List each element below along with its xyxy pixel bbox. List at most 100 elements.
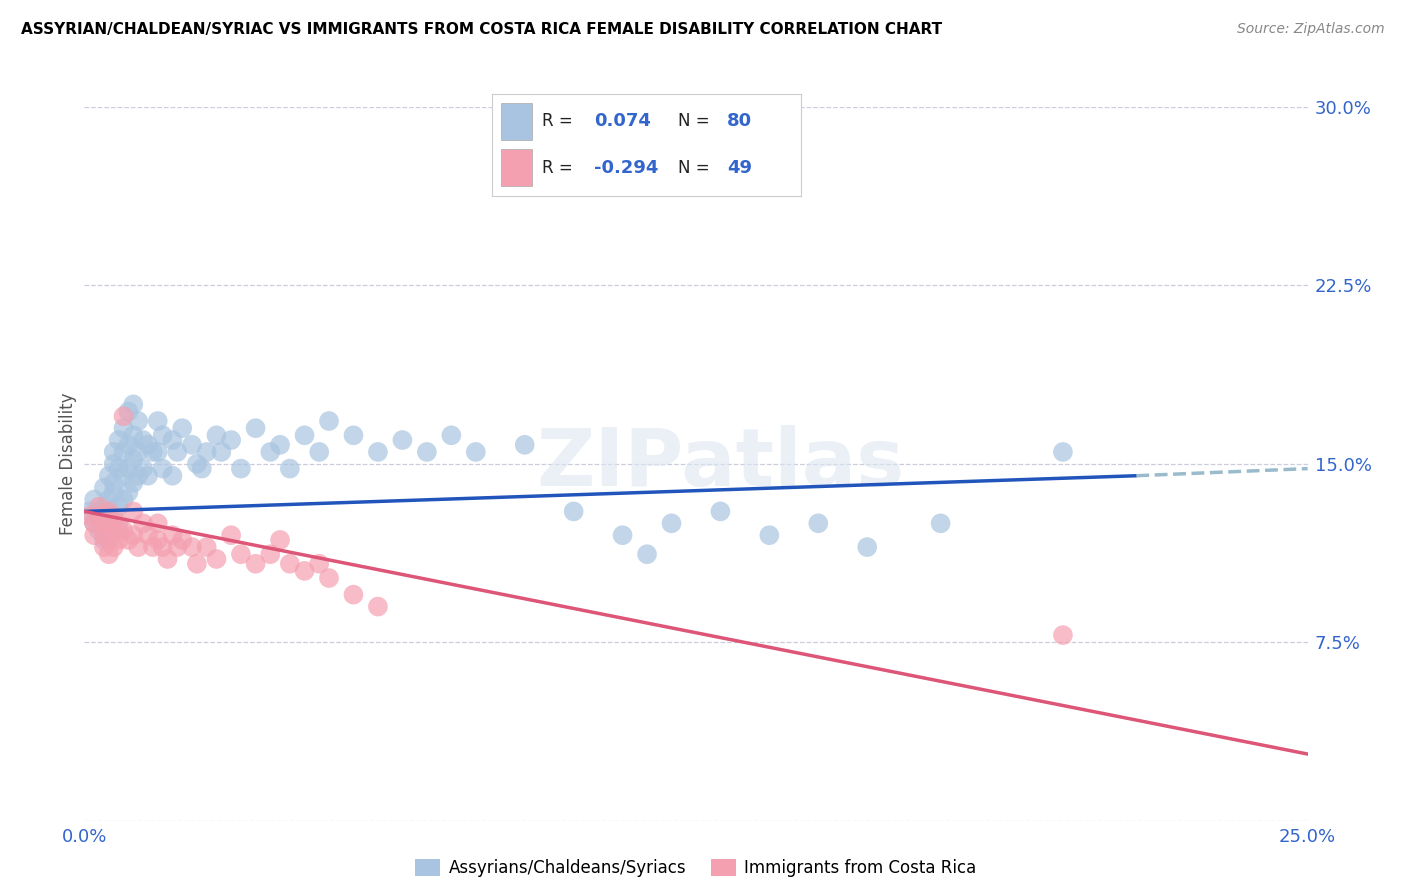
- Point: [709, 504, 731, 518]
- Point: [97, 509, 120, 524]
- Point: [87, 500, 110, 514]
- Point: [83, 492, 105, 507]
- Point: [83, 516, 105, 531]
- Point: [103, 540, 125, 554]
- Point: [318, 414, 340, 428]
- Point: [162, 528, 184, 542]
- Point: [127, 414, 149, 428]
- Point: [122, 428, 145, 442]
- Point: [132, 461, 155, 475]
- Point: [205, 428, 228, 442]
- Point: [156, 552, 179, 566]
- Point: [87, 524, 110, 538]
- Point: [259, 547, 281, 561]
- Point: [181, 438, 204, 452]
- Point: [166, 540, 188, 554]
- Point: [172, 421, 194, 435]
- Point: [97, 468, 120, 483]
- Point: [112, 524, 135, 538]
- Point: [122, 452, 145, 467]
- Point: [127, 445, 149, 459]
- Point: [97, 516, 120, 531]
- Point: [513, 438, 536, 452]
- Point: [77, 504, 100, 518]
- Point: [107, 500, 129, 514]
- Text: R =: R =: [541, 159, 572, 177]
- Point: [259, 445, 281, 459]
- Point: [93, 528, 115, 542]
- Point: [205, 552, 228, 566]
- Point: [162, 433, 184, 447]
- Point: [112, 421, 135, 435]
- Point: [93, 481, 115, 495]
- Point: [142, 540, 165, 554]
- Point: [1052, 628, 1074, 642]
- Point: [278, 557, 301, 571]
- Point: [269, 438, 291, 452]
- Point: [136, 528, 159, 542]
- Point: [162, 468, 184, 483]
- Point: [391, 433, 413, 447]
- Point: [97, 547, 120, 561]
- Text: -0.294: -0.294: [595, 159, 658, 177]
- Point: [308, 557, 330, 571]
- Point: [195, 540, 218, 554]
- Point: [112, 445, 135, 459]
- Y-axis label: Female Disability: Female Disability: [59, 392, 77, 535]
- Point: [117, 485, 139, 500]
- Point: [245, 557, 267, 571]
- Point: [112, 492, 135, 507]
- Point: [278, 461, 301, 475]
- Point: [103, 445, 125, 459]
- Point: [146, 414, 169, 428]
- Point: [127, 540, 149, 554]
- Point: [219, 528, 242, 542]
- Point: [856, 540, 879, 554]
- Point: [112, 468, 135, 483]
- Point: [93, 533, 115, 547]
- Point: [612, 528, 634, 542]
- Point: [136, 468, 159, 483]
- Point: [136, 438, 159, 452]
- Point: [342, 588, 364, 602]
- Text: 49: 49: [727, 159, 752, 177]
- Point: [77, 509, 100, 524]
- Point: [172, 533, 194, 547]
- Point: [416, 445, 439, 459]
- Point: [367, 445, 389, 459]
- Point: [97, 492, 120, 507]
- Point: [191, 461, 214, 475]
- Point: [103, 509, 125, 524]
- Point: [103, 475, 125, 490]
- Text: ASSYRIAN/CHALDEAN/SYRIAC VS IMMIGRANTS FROM COSTA RICA FEMALE DISABILITY CORRELA: ASSYRIAN/CHALDEAN/SYRIAC VS IMMIGRANTS F…: [21, 22, 942, 37]
- Point: [97, 533, 120, 547]
- Point: [440, 428, 463, 442]
- Point: [636, 547, 658, 561]
- Point: [209, 445, 232, 459]
- Point: [122, 397, 145, 411]
- Point: [132, 433, 155, 447]
- Point: [758, 528, 780, 542]
- Point: [152, 428, 174, 442]
- Point: [562, 504, 585, 518]
- Point: [97, 528, 120, 542]
- Point: [122, 528, 145, 542]
- Point: [186, 557, 208, 571]
- Point: [367, 599, 389, 614]
- Bar: [502, 103, 533, 140]
- Point: [146, 516, 169, 531]
- Point: [117, 438, 139, 452]
- Text: 0.074: 0.074: [595, 112, 651, 130]
- Point: [87, 509, 110, 524]
- Text: Source: ZipAtlas.com: Source: ZipAtlas.com: [1237, 22, 1385, 37]
- Point: [181, 540, 204, 554]
- Point: [107, 433, 129, 447]
- Point: [166, 445, 188, 459]
- Point: [122, 504, 145, 518]
- Point: [294, 564, 316, 578]
- Point: [929, 516, 952, 531]
- Point: [186, 457, 208, 471]
- Point: [308, 445, 330, 459]
- Point: [103, 524, 125, 538]
- Point: [318, 571, 340, 585]
